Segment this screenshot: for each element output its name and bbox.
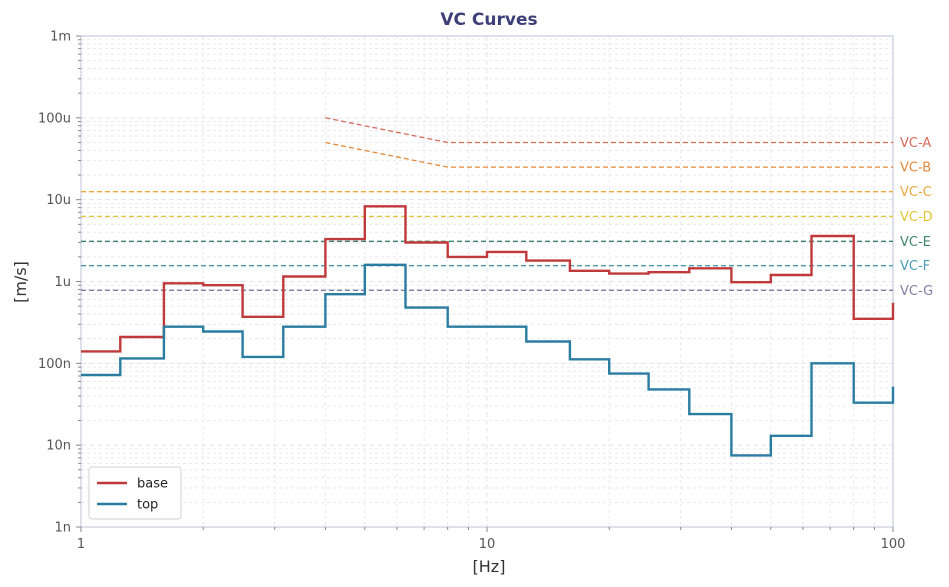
legend-label: top [137,498,158,513]
axis-ticks: 1 10 100 1n 10n 100n 1u 10u 100u 1m [38,30,905,553]
vc-label: VC-E [900,235,931,250]
vc-label: VC-G [900,284,933,299]
vc-label: VC-F [900,259,930,274]
vc-line [325,141,893,168]
vc-label: VC-C [900,185,932,200]
x-tick-label: 100 [881,537,906,552]
y-tick-label: 10u [46,193,71,208]
y-tick-label: 1u [54,275,71,290]
vc-criteria-lines: VC-A VC-B VC-C VC-D VC-E VC-F VC-G [81,117,933,299]
y-tick-label: 100u [38,111,71,126]
vc-label: VC-D [900,210,933,225]
vc-label: VC-B [900,161,931,176]
legend-label: base [137,477,168,492]
chart-title: VC Curves [440,10,537,30]
vc-line [325,117,893,144]
series-line-top [81,263,895,457]
y-axis-label: [m/s] [11,261,30,303]
series-lines [81,205,895,457]
series-line-base [81,205,895,353]
y-tick-label: 1n [54,521,71,536]
y-tick-label: 100n [38,357,71,372]
x-axis-label: [Hz] [473,557,506,576]
x-tick-label: 1 [77,537,85,552]
x-tick-label: 10 [479,537,496,552]
y-tick-label: 1m [50,30,71,45]
legend: base top [88,466,182,520]
y-tick-label: 10n [46,439,71,454]
vc-label: VC-A [900,136,931,151]
legend-box [88,466,182,520]
